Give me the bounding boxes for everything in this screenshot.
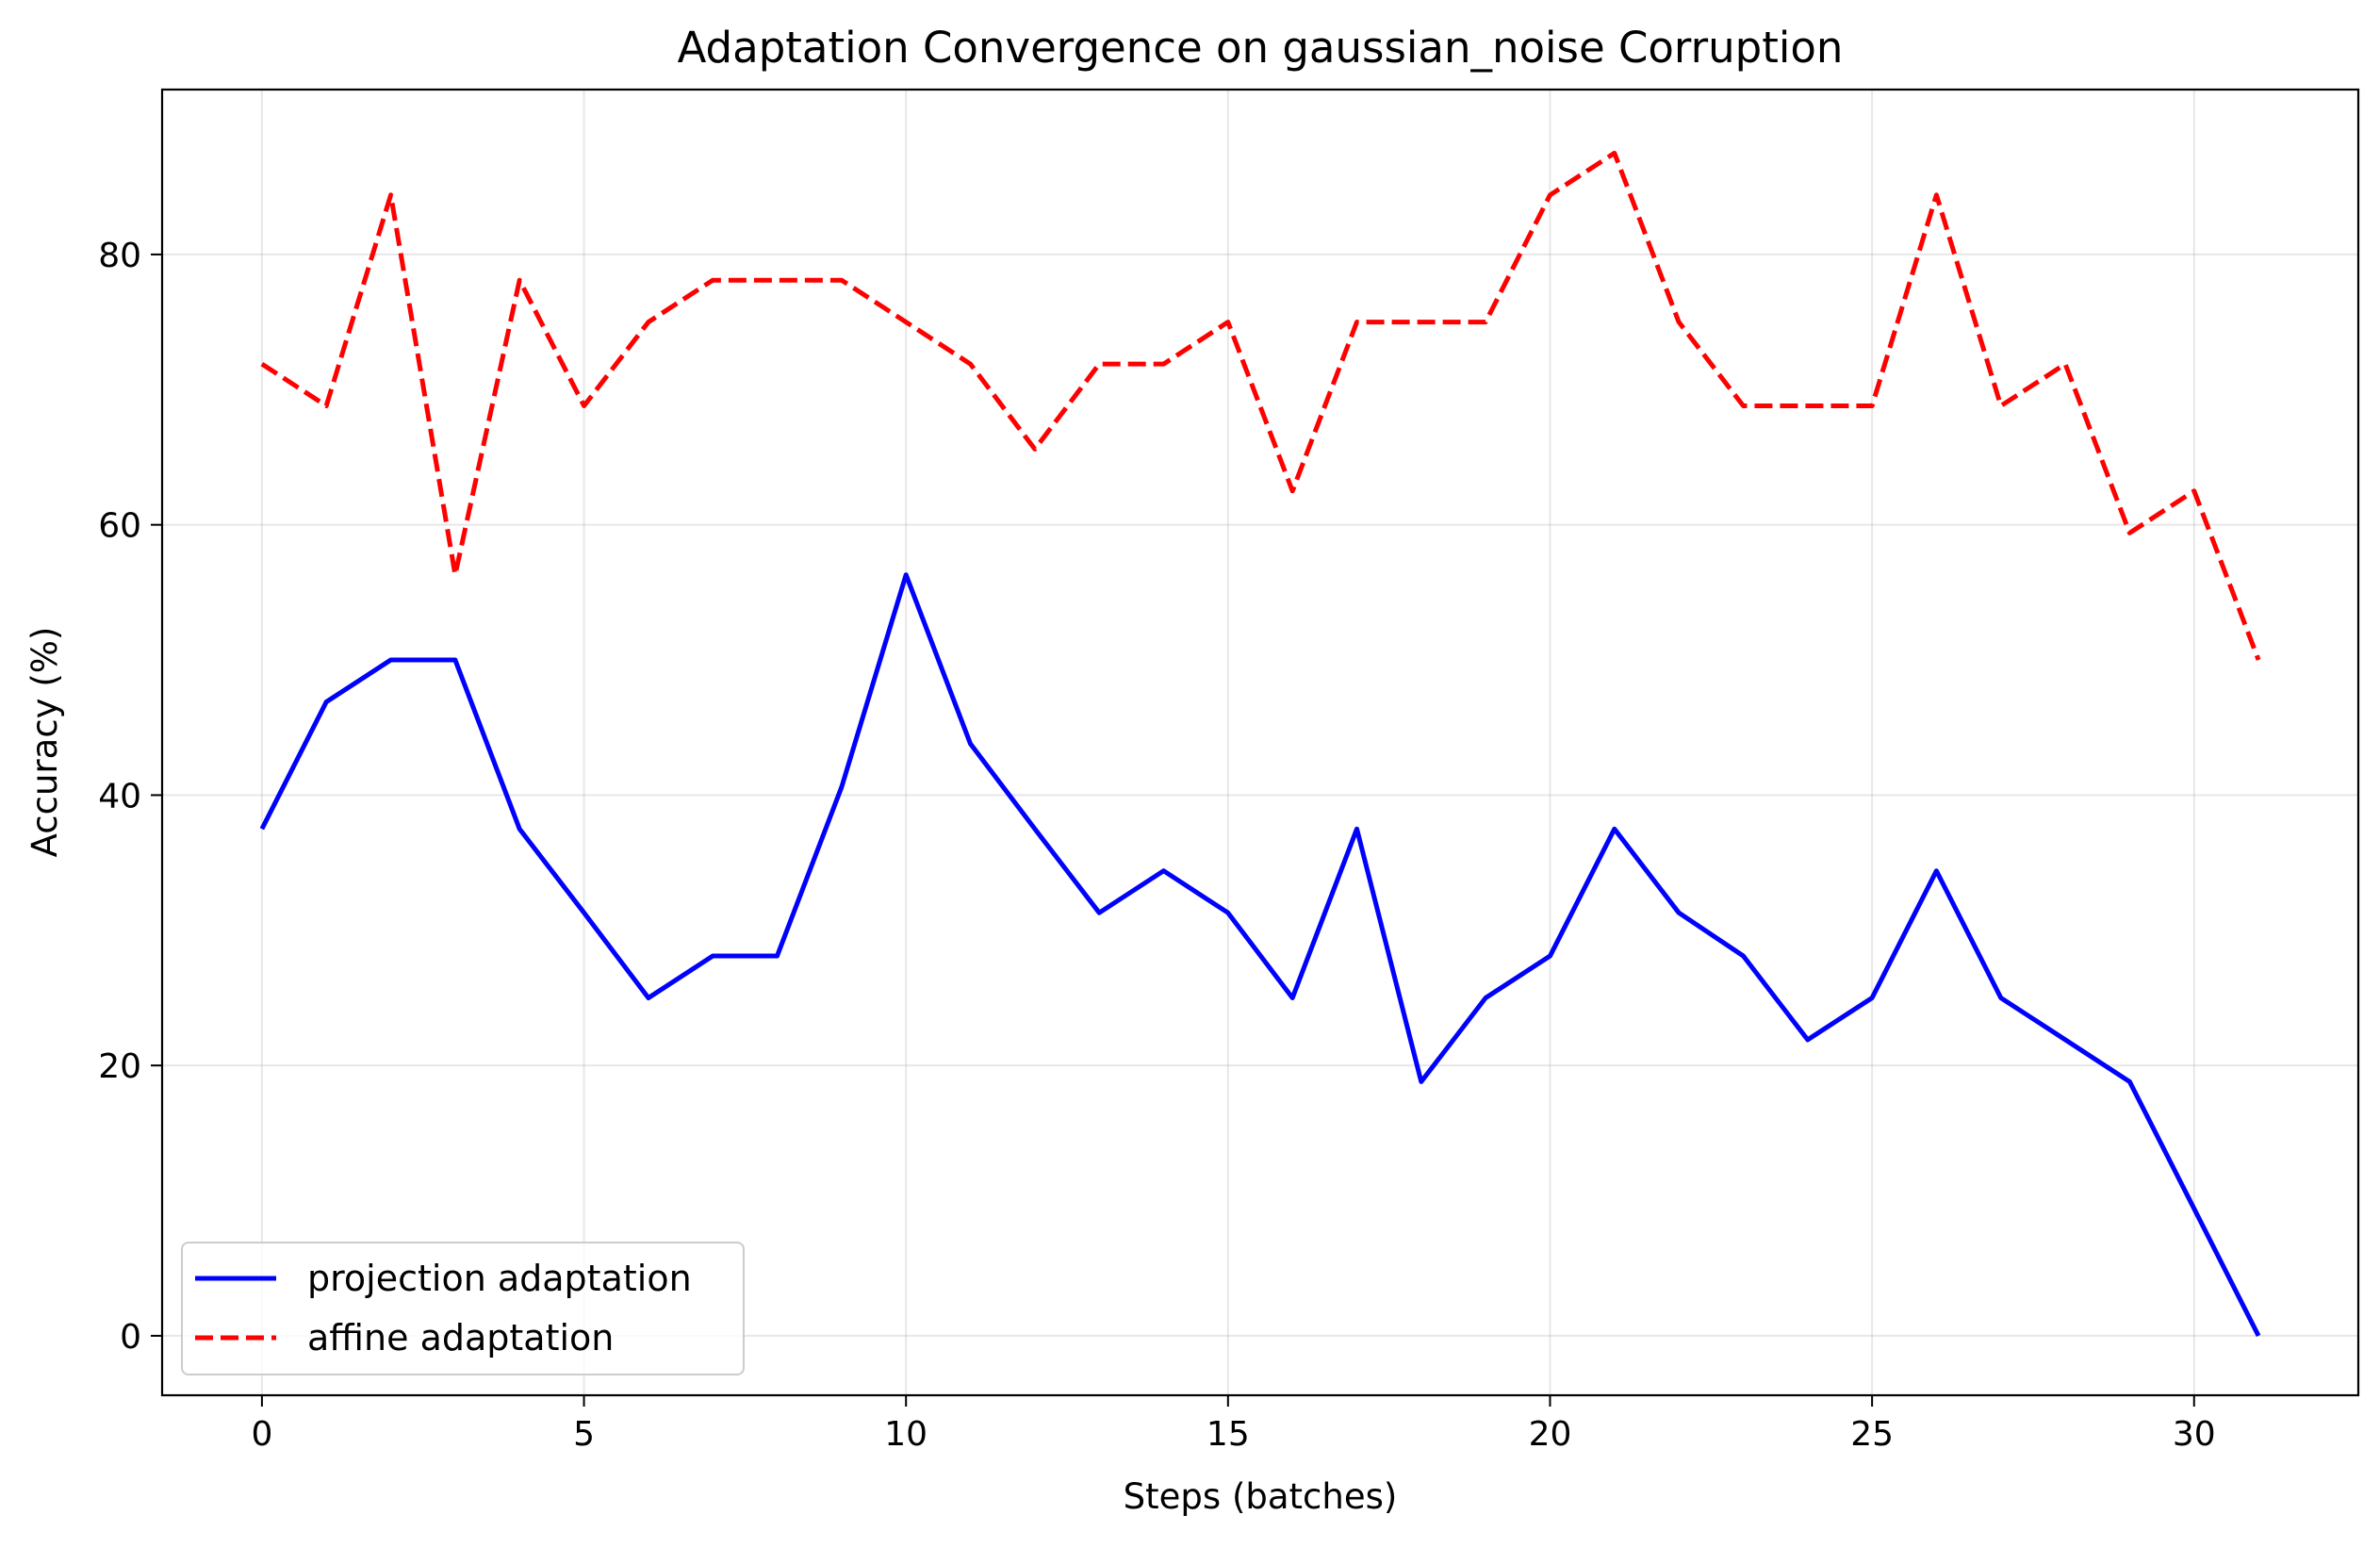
- series-line-projection: [259, 572, 2261, 1338]
- plot-frame: [160, 88, 2360, 1397]
- y-tick-label: 80: [98, 237, 141, 275]
- x-tick-label: 10: [884, 1415, 927, 1454]
- chart-title: Adaptation Convergence on gaussian_noise…: [678, 23, 1844, 73]
- axis-ticks: 0 5 10 15 20 25 30 0 20 40 60 80: [98, 237, 2215, 1454]
- legend-box: [181, 1242, 745, 1375]
- x-tick-label: 25: [1850, 1415, 1894, 1454]
- legend-label-projection: projection adaptation: [307, 1258, 692, 1299]
- x-tick-label: 15: [1206, 1415, 1250, 1454]
- x-tick-label: 20: [1529, 1415, 1572, 1454]
- x-axis-label: Steps (batches): [1124, 1476, 1398, 1517]
- y-tick-label: 40: [98, 777, 141, 815]
- y-tick-label: 20: [98, 1047, 141, 1086]
- legend: projection adaptation affine adaptation: [181, 1242, 745, 1375]
- x-tick-label: 30: [2173, 1415, 2216, 1454]
- y-tick-label: 60: [98, 507, 141, 546]
- y-tick-label: 0: [120, 1318, 141, 1357]
- x-tick-label: 0: [251, 1415, 272, 1454]
- x-tick-label: 5: [573, 1415, 595, 1454]
- legend-label-affine: affine adaptation: [307, 1317, 614, 1359]
- series-lines: [259, 150, 2261, 1338]
- y-axis-label: Accuracy (%): [25, 627, 65, 858]
